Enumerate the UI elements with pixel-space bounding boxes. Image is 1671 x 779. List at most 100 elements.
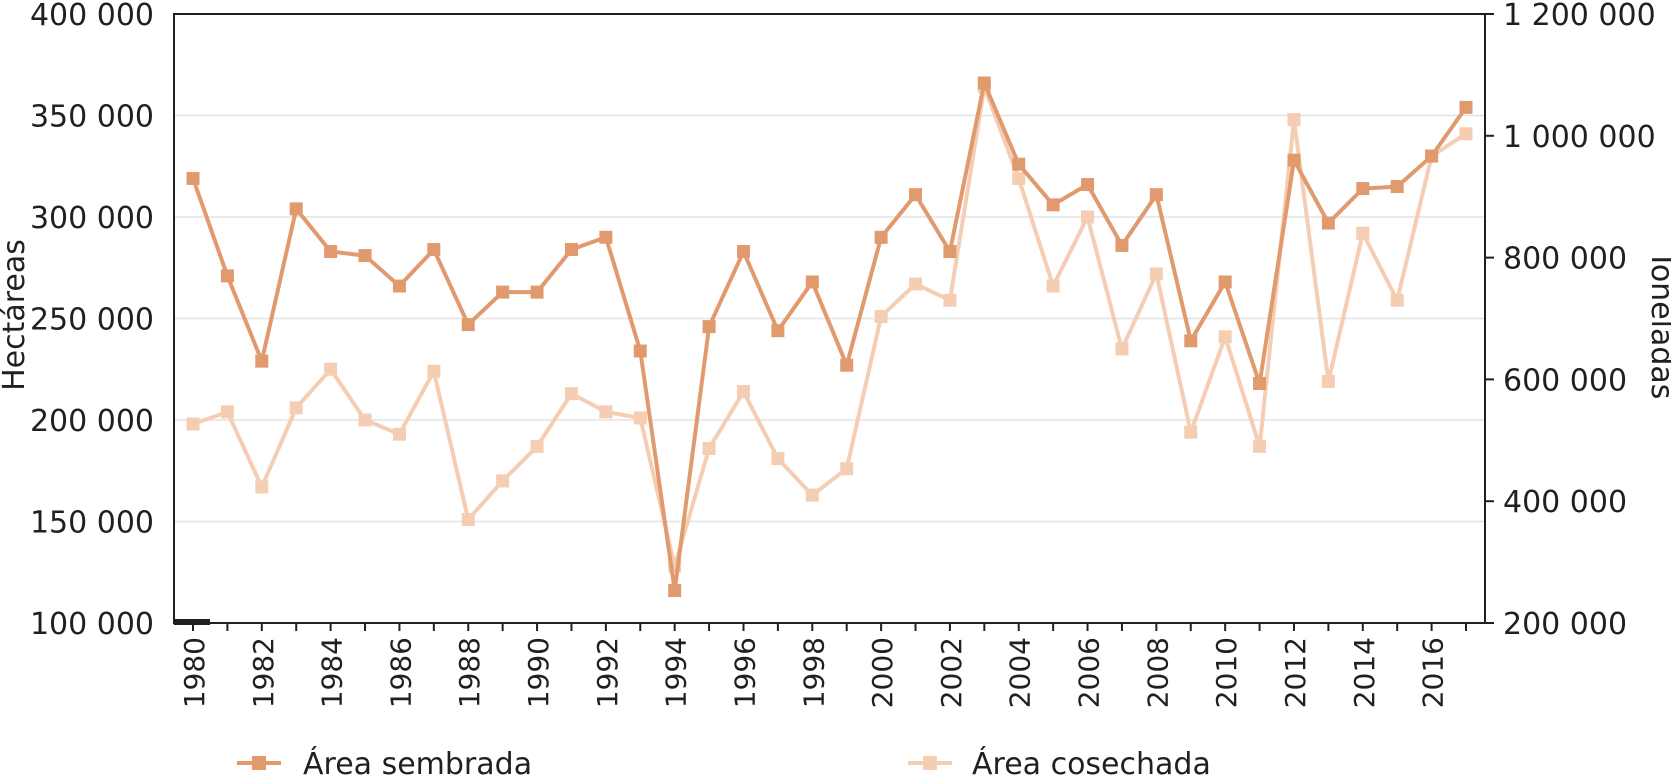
y-tick-label: 250 000 [30, 303, 154, 338]
y-tick-label: 300 000 [30, 201, 154, 236]
x-tick-label: 2006 [1073, 637, 1106, 708]
data-point [668, 584, 682, 598]
data-point [1321, 216, 1335, 230]
series-area-sembrada [186, 76, 1473, 598]
x-tick-label: 1982 [247, 637, 280, 708]
data-point [1149, 188, 1163, 202]
data-point [1321, 374, 1335, 388]
data-point [564, 242, 578, 256]
data-point [943, 245, 957, 259]
data-point [943, 293, 957, 307]
data-point [289, 202, 303, 216]
x-tick-label: 1998 [797, 637, 830, 708]
x-tick-label: 1980 [178, 637, 211, 708]
data-point [496, 474, 510, 488]
data-point [324, 362, 338, 376]
data-point [1149, 267, 1163, 281]
data-point [771, 452, 785, 466]
data-point [1425, 149, 1439, 163]
data-point [461, 512, 475, 526]
legend-label: Área cosechada [972, 746, 1211, 775]
data-point [186, 417, 200, 431]
data-point [496, 285, 510, 299]
data-point [1184, 334, 1198, 348]
y2-tick-label: 600 000 [1503, 363, 1627, 398]
data-point [1081, 210, 1095, 224]
data-point [1012, 157, 1026, 171]
x-tick-label: 1994 [660, 637, 693, 708]
x-tick-label: 2014 [1348, 637, 1381, 708]
x-tick-label: 1986 [384, 637, 417, 708]
data-point [1012, 171, 1026, 185]
data-point [1390, 293, 1404, 307]
data-point [1390, 180, 1404, 194]
data-point [840, 462, 854, 476]
data-point [392, 427, 406, 441]
x-tick-label: 1988 [453, 637, 486, 708]
x-tick-label: 2008 [1141, 637, 1174, 708]
data-point [1115, 342, 1129, 356]
y-axis-left-ticks: 100 000 150 000 200 000 250 000 300 000 350 0… [30, 0, 154, 642]
y2-tick-label: 200 000 [1503, 607, 1627, 642]
data-point [427, 364, 441, 378]
y2-tick-label: 1 200 000 [1503, 0, 1656, 33]
data-point [1287, 113, 1301, 127]
data-point [771, 324, 785, 338]
data-point [633, 344, 647, 358]
data-point [805, 275, 819, 289]
y-tick-label: 200 000 [30, 404, 154, 439]
legend: Área sembrada Área cosechada [237, 746, 1211, 779]
data-point [358, 413, 372, 427]
y-tick-label: 100 000 [30, 607, 154, 642]
data-point [702, 441, 716, 455]
data-point [324, 245, 338, 259]
data-point [1115, 238, 1129, 252]
data-point [977, 76, 991, 90]
x-tick-label: 2000 [866, 637, 899, 708]
data-point [186, 171, 200, 185]
data-point [1046, 198, 1060, 212]
series-area-cosechada [186, 80, 1473, 573]
y-tick-label: 350 000 [30, 100, 154, 135]
data-point [1356, 182, 1370, 196]
data-point [392, 279, 406, 293]
y-tick-label: 400 000 [30, 0, 154, 33]
x-tick-label: 1984 [316, 637, 349, 708]
data-point [599, 230, 613, 244]
x-tick-label: 2012 [1279, 637, 1312, 708]
data-point [909, 188, 923, 202]
y-axis-title-left: Hectáreas [0, 239, 32, 391]
data-point [1253, 439, 1267, 453]
data-point [358, 249, 372, 263]
series-layer [186, 76, 1473, 598]
x-tick-label: 2004 [1004, 637, 1037, 708]
data-point [461, 318, 475, 332]
data-point [1184, 425, 1198, 439]
data-point [736, 385, 750, 399]
data-point [530, 285, 544, 299]
data-point [1356, 226, 1370, 240]
x-tick-label: 2002 [935, 637, 968, 708]
data-point [874, 309, 888, 323]
legend-item-area-sembrada: Área sembrada [237, 746, 532, 779]
x-tick-label: 1990 [522, 637, 555, 708]
x-tick-label: 1996 [728, 637, 761, 708]
data-point [1459, 100, 1473, 114]
data-point [1046, 279, 1060, 293]
data-point [1218, 275, 1232, 289]
data-point [805, 488, 819, 502]
data-point [909, 277, 923, 291]
data-point [220, 405, 234, 419]
legend-swatch-marker [252, 756, 266, 770]
data-point [220, 269, 234, 283]
data-point [289, 401, 303, 415]
data-point [427, 242, 441, 256]
data-point [255, 480, 269, 494]
x-tick-label: 1992 [591, 637, 624, 708]
data-point [874, 230, 888, 244]
data-point [840, 358, 854, 372]
series-line [192, 85, 1468, 569]
y-axis-right-ticks: 200 000 400 000 600 000 800 000 1 000 000 1 2… [1485, 0, 1656, 642]
